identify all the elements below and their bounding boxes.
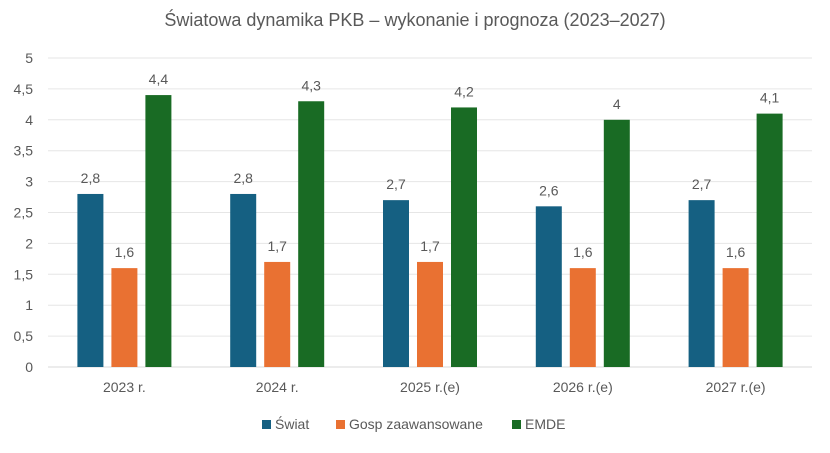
data-label: 2,8 — [233, 170, 253, 186]
bar — [535, 206, 562, 367]
legend-swatch — [262, 420, 271, 429]
data-label: 4,3 — [301, 77, 321, 93]
y-tick-label: 3 — [25, 174, 33, 190]
y-tick-label: 4,5 — [14, 81, 34, 97]
bar — [603, 119, 630, 367]
y-tick-label: 2 — [25, 235, 33, 251]
data-label: 1,7 — [420, 238, 440, 254]
bar — [298, 101, 325, 367]
data-label: 1,6 — [726, 244, 746, 260]
y-tick-label: 3,5 — [14, 143, 34, 159]
data-label: 2,7 — [386, 176, 406, 192]
y-tick-label: 0,5 — [14, 328, 34, 344]
y-tick-label: 5 — [25, 50, 33, 66]
legend: Świat Gosp zaawansowane EMDE — [262, 415, 565, 432]
gridlines — [48, 57, 812, 368]
data-label: 2,8 — [81, 170, 101, 186]
bar — [111, 268, 138, 367]
data-label: 2,6 — [539, 182, 559, 198]
data-label: 2,7 — [692, 176, 712, 192]
x-axis: 2023 r. 2024 r. 2025 r.(e) 2026 r.(e) 2027 r… — [103, 379, 766, 395]
x-tick-label: 2023 r. — [103, 379, 146, 395]
legend-label: Gosp zaawansowane — [349, 416, 483, 432]
y-tick-label: 2,5 — [14, 205, 34, 221]
bar — [383, 200, 409, 367]
bar — [569, 268, 596, 367]
bar — [417, 261, 443, 367]
bars: 2,8 1,6 4,4 2,8 1,7 4,3 2,7 1,7 4,2 2,6 1,6 4 2,7 1,6… — [77, 71, 783, 368]
chart-title: Światowa dynamika PKB – wykonanie i prog… — [164, 9, 665, 30]
x-tick-label: 2025 r.(e) — [400, 379, 460, 395]
data-label: 1,6 — [115, 244, 135, 260]
bar — [451, 107, 477, 367]
legend-label: EMDE — [525, 416, 565, 432]
data-label: 4,2 — [454, 83, 474, 99]
bar — [722, 268, 749, 367]
x-tick-label: 2027 r.(e) — [706, 379, 766, 395]
x-tick-label: 2024 r. — [256, 379, 299, 395]
bar — [77, 193, 104, 367]
legend-swatch — [336, 420, 345, 429]
y-tick-label: 4 — [25, 112, 33, 128]
y-tick-label: 0 — [25, 359, 33, 375]
bar — [264, 261, 291, 367]
x-tick-label: 2026 r.(e) — [553, 379, 613, 395]
legend-swatch — [512, 420, 521, 429]
y-tick-label: 1,5 — [14, 266, 34, 282]
y-axis: 0 0,5 1 1,5 2 2,5 3 3,5 4 4,5 5 — [14, 50, 34, 375]
y-tick-label: 1 — [25, 297, 33, 313]
legend-label: Świat — [275, 415, 309, 432]
data-label: 1,6 — [573, 244, 593, 260]
data-label: 1,7 — [267, 238, 287, 254]
bar — [688, 200, 715, 367]
bar — [145, 95, 172, 367]
data-label: 4 — [613, 96, 621, 112]
data-label: 4,1 — [760, 90, 780, 106]
bar — [756, 113, 783, 368]
bar — [230, 193, 257, 367]
data-label: 4,4 — [149, 71, 169, 87]
